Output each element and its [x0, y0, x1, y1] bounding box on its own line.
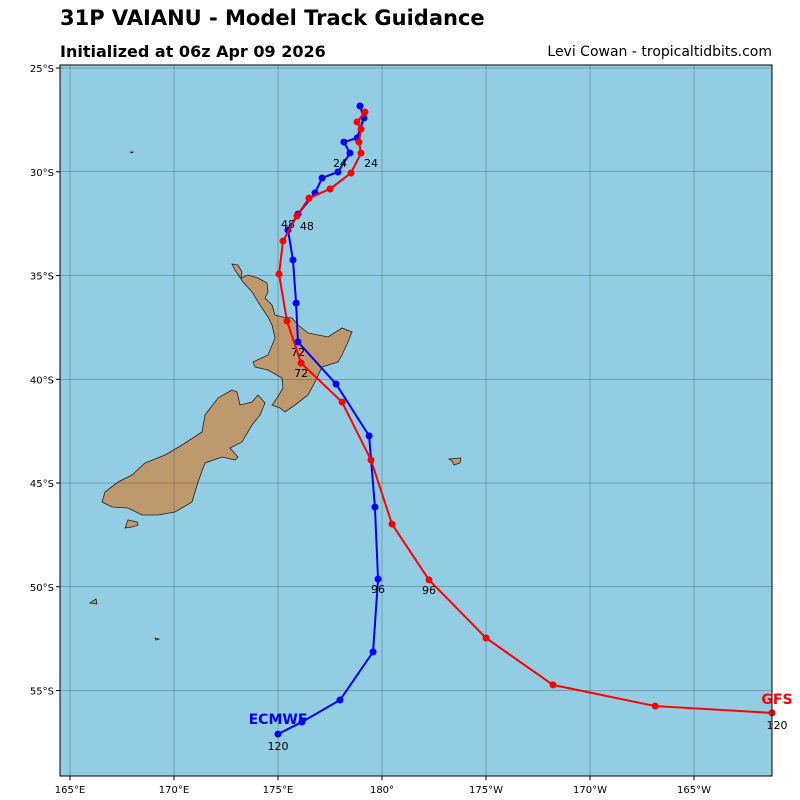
track-point — [298, 718, 306, 726]
south-island — [101, 389, 266, 516]
track-point — [293, 212, 301, 220]
forecast-hour-label: 120 — [268, 740, 289, 753]
credit: Levi Cowan - tropicaltidbits.com — [547, 44, 772, 60]
lat-tick-label: 50°S — [30, 583, 54, 594]
stewart-island — [124, 519, 139, 529]
axis-ticks: 165°E 170°E 175°E 180° 175°W 170°W 165°W 25°S 30… — [30, 64, 711, 796]
lon-tick-label: 175°W — [469, 785, 503, 796]
init-time: Initialized at 06z Apr 09 2026 — [60, 42, 326, 61]
track-point — [549, 681, 557, 689]
track-point — [283, 317, 291, 325]
track-point — [292, 299, 300, 307]
track-point — [297, 359, 305, 367]
small-island — [88, 598, 98, 605]
track-point — [482, 634, 490, 642]
track-point — [356, 102, 364, 110]
track-point — [355, 138, 363, 146]
track-point — [338, 398, 346, 406]
lat-tick-label: 25°S — [30, 64, 54, 75]
forecast-hour-label: 72 — [294, 367, 308, 380]
track-ecmwf: 24 48 72 96 120 ECMWF — [249, 102, 385, 753]
track-point — [347, 169, 355, 177]
forecast-hour-label: 24 — [364, 157, 378, 170]
ocean — [60, 65, 772, 776]
track-point — [388, 520, 396, 528]
track-point — [371, 503, 379, 511]
track-point — [332, 380, 340, 388]
lat-tick-label: 55°S — [30, 687, 54, 698]
lat-tick-label: 30°S — [30, 168, 54, 179]
forecast-hour-label: 96 — [371, 583, 385, 596]
track-point — [357, 125, 365, 133]
lat-tick-label: 35°S — [30, 272, 54, 283]
track-point — [425, 576, 433, 584]
forecast-hour-label: 48 — [300, 220, 314, 233]
track-point — [367, 456, 375, 464]
track-point — [340, 138, 348, 146]
forecast-hour-label: 96 — [422, 584, 436, 597]
map-frame — [59, 64, 773, 777]
forecast-hour-label: 24 — [333, 157, 347, 170]
track-point — [374, 575, 382, 583]
lat-tick-label: 45°S — [30, 479, 54, 490]
lat-tick-label: 40°S — [30, 375, 54, 386]
lon-tick-label: 170°E — [159, 785, 189, 796]
track-point — [305, 194, 313, 202]
track-point — [275, 270, 283, 278]
track-point — [369, 648, 377, 656]
track-point — [361, 108, 369, 116]
small-island — [129, 151, 134, 154]
lon-tick-label: 165°W — [677, 785, 711, 796]
forecast-hour-label: 120 — [767, 719, 788, 732]
lon-tick-label: 180° — [370, 785, 394, 796]
track-point — [651, 702, 659, 710]
lon-tick-label: 170°W — [573, 785, 607, 796]
lon-tick-label: 165°E — [55, 785, 85, 796]
model-label: GFS — [761, 692, 792, 708]
track-point — [346, 149, 354, 157]
page-title: 31P VAIANU - Model Track Guidance — [60, 6, 485, 30]
track-point — [365, 432, 373, 440]
track-point — [279, 237, 287, 245]
track-point — [336, 696, 344, 704]
model-label: ECMWF — [249, 712, 308, 728]
track-point — [294, 338, 302, 346]
track-point — [289, 256, 297, 264]
track-point — [274, 730, 282, 738]
track-point — [318, 174, 326, 182]
lon-tick-label: 175°E — [263, 785, 293, 796]
track-point — [357, 149, 365, 157]
track-point — [353, 118, 361, 126]
grid-lines — [60, 65, 772, 776]
small-island — [154, 637, 161, 641]
track-point — [334, 168, 342, 176]
chatham-island — [447, 457, 462, 466]
track-point — [326, 185, 334, 193]
